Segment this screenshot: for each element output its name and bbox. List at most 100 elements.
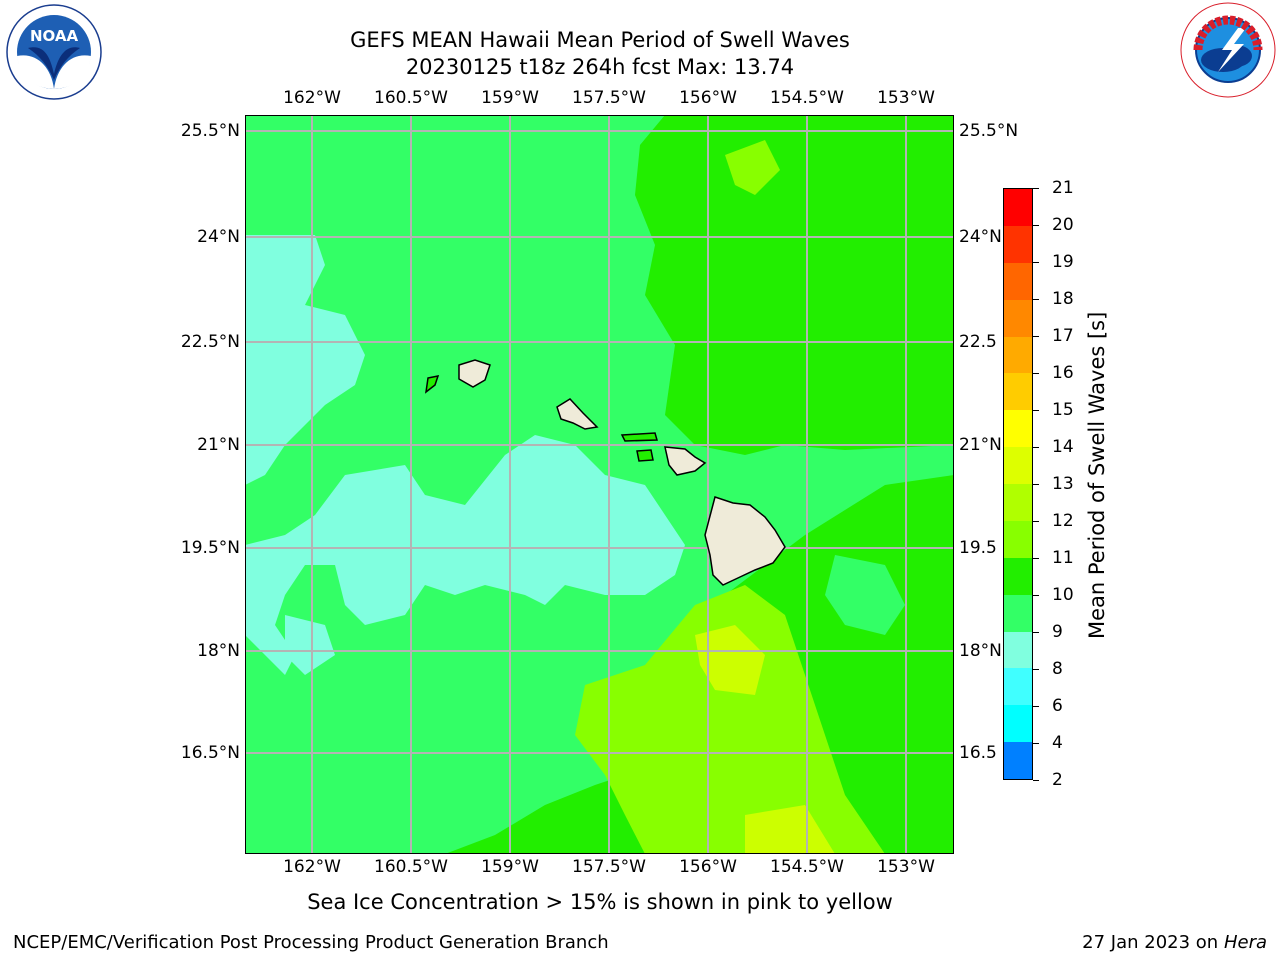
chart-title-line1: GEFS MEAN Hawaii Mean Period of Swell Wa… [350,28,850,52]
island-hawaii [704,496,786,586]
colorbar-bin [1004,225,1032,263]
colorbar-tick-mark [1033,557,1039,559]
field-13-14-a [695,625,765,695]
colorbar-bin [1004,299,1032,337]
lon-tick-bottom: 162°W [283,857,341,877]
colorbar-tick-mark [1033,483,1039,485]
colorbar-tick-mark [1033,742,1039,744]
graticule [245,115,954,854]
colorbar-tick-label: 21 [1052,178,1074,198]
colorbar-tick-mark [1033,705,1039,707]
lat-tick-right: 16.5 [959,743,997,763]
lon-tick-top: 160.5°W [374,88,448,108]
field-13-14-b [745,805,835,854]
lon-tick-top: 153°W [877,88,935,108]
lat-tick-left: 19.5°N [180,538,240,558]
lat-tick-right: 18°N [959,641,1002,661]
colorbar-tick-mark [1033,779,1039,781]
colorbar-bin [1004,373,1032,411]
lat-tick-right: 24°N [959,227,1002,247]
island-kauai [458,359,491,388]
colorbar-tick-mark [1033,187,1039,189]
map-frame [245,115,954,854]
island-lanai [636,449,654,462]
lon-tick-bottom: 159°W [481,857,539,877]
island-niihau [424,375,440,394]
colorbar-bin [1004,594,1032,632]
map-panel [245,115,954,854]
lat-tick-left: 18°N [197,641,240,661]
colorbar-tick-label: 20 [1052,215,1074,235]
lon-tick-bottom: 157.5°W [572,857,646,877]
lon-tick-top: 156°W [679,88,737,108]
lon-tick-top: 157.5°W [572,88,646,108]
colorbar-tick-label: 19 [1052,252,1074,272]
lat-tick-right: 19.5 [959,538,997,558]
colorbar-tick-label: 14 [1052,437,1074,457]
footer-host: Hera [1223,932,1267,953]
colorbar-tick-mark [1033,446,1039,448]
lon-tick-bottom: 154.5°W [770,857,844,877]
footer-producer: NCEP/EMC/Verification Post Processing Pr… [13,932,609,953]
colorbar-bin [1004,631,1032,669]
colorbar-tick-label: 8 [1052,659,1063,679]
colorbar-tick-mark [1033,668,1039,670]
lat-tick-right: 25.5°N [959,121,1019,141]
colorbar-tick-label: 6 [1052,696,1063,716]
colorbar-bin [1004,447,1032,484]
sea-ice-note: Sea Ice Concentration > 15% is shown in … [307,890,893,914]
lon-tick-top: 159°W [481,88,539,108]
field-12-13-north [725,140,780,195]
colorbar-bin [1004,557,1032,595]
lon-tick-top: 154.5°W [770,88,844,108]
colorbar-tick-label: 17 [1052,326,1074,346]
colorbar-tick-mark [1033,224,1039,226]
field-9-10-mid [245,435,685,675]
colorbar-tick-label: 11 [1052,548,1074,568]
colorbar-label: Mean Period of Swell Waves [s] [1085,311,1109,639]
colorbar-bin [1004,484,1032,521]
island-molokai [620,432,658,442]
colorbar-tick-label: 16 [1052,363,1074,383]
islands [424,359,786,586]
lat-tick-left: 22.5°N [180,332,240,352]
lat-tick-left: 21°N [197,435,240,455]
colorbar-tick-mark [1033,594,1039,596]
colorbar-bin [1004,262,1032,300]
island-maui [664,446,707,476]
island-oahu [556,398,599,430]
nws-logo [1178,0,1278,100]
colorbar-bin [1004,520,1032,558]
colorbar-tick-label: 13 [1052,474,1074,494]
colorbar-tick-mark [1033,520,1039,522]
colorbar-bin [1004,189,1032,226]
colorbar-bin [1004,668,1032,706]
colorbar-tick-label: 4 [1052,733,1063,753]
lat-tick-right: 21°N [959,435,1002,455]
colorbar-bin [1004,705,1032,743]
colorbar-tick-mark [1033,298,1039,300]
field-10-11-east [825,555,905,635]
colorbar-tick-label: 9 [1052,622,1063,642]
colorbar-tick-label: 15 [1052,400,1074,420]
footer-date: 27 Jan 2023 on Hera [1082,932,1267,953]
field-9-10-west [245,235,365,485]
lon-tick-top: 162°W [283,88,341,108]
lon-tick-bottom: 160.5°W [374,857,448,877]
noaa-logo: NOAA [6,4,102,100]
lat-tick-left: 16.5°N [180,743,240,763]
colorbar-bin [1004,410,1032,448]
lat-tick-right: 22.5 [959,332,997,352]
colorbar-tick-label: 18 [1052,289,1074,309]
colorbar-tick-mark [1033,409,1039,411]
colorbar-tick-mark [1033,372,1039,374]
swell-period-map [245,115,954,854]
footer-date-text: 27 Jan 2023 on [1082,932,1224,953]
colorbar [1003,188,1033,780]
field-9-10-south [285,615,335,675]
lat-tick-left: 25.5°N [180,121,240,141]
colorbar-tick-mark [1033,261,1039,263]
lat-tick-left: 24°N [197,227,240,247]
colorbar-bin [1004,742,1032,779]
colorbar-tick-mark [1033,631,1039,633]
